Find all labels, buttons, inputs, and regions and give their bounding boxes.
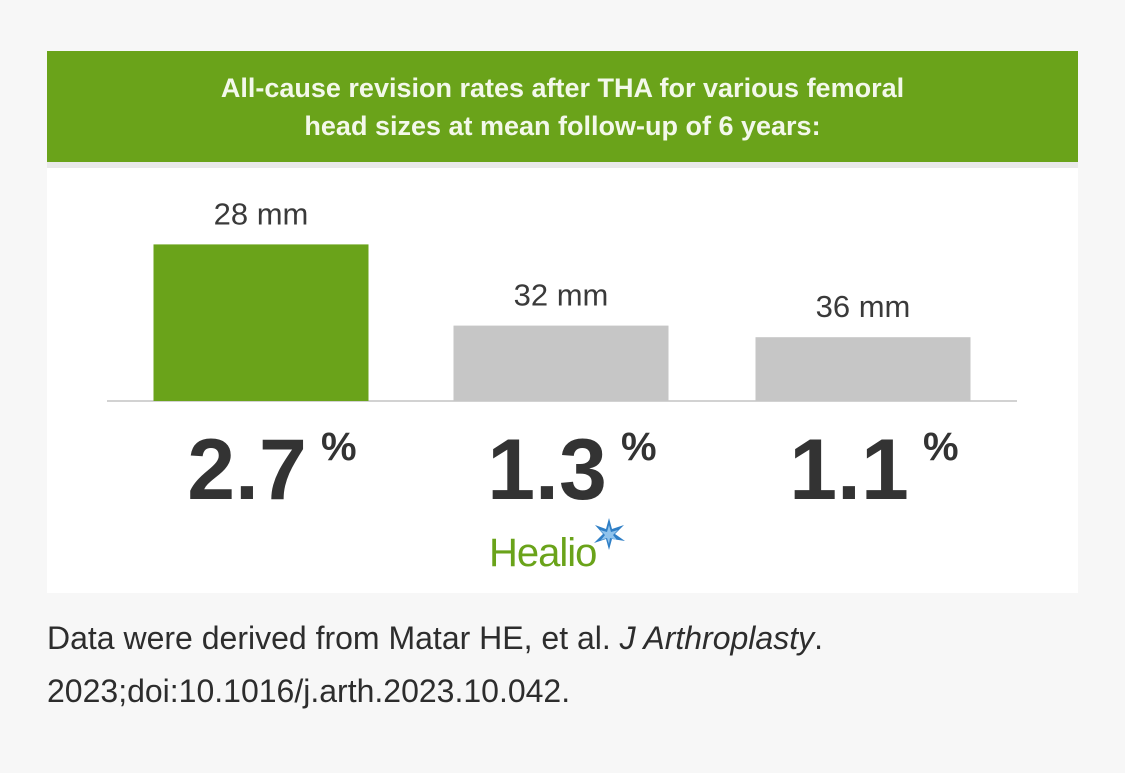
healio-logo: Healio [489,517,626,575]
caption-period: . [814,620,823,656]
percent-sign: % [621,425,657,469]
percent-sign: % [923,425,959,469]
bar-chart: 28 mm 2.7 % 32 mm 1.3 % 36 mm 1.1% [107,196,1017,518]
category-label: 28 mm [214,196,309,231]
caption-lead: Data were derived from Matar HE, et al. [47,620,611,656]
value-label: 1.1 [789,422,909,518]
bar-28-mm [153,244,369,401]
percent-sign: % [321,425,357,469]
banner-divider [47,162,1078,168]
chart-title-line-2: head sizes at mean follow-up of 6 years: [304,110,821,141]
infographic-card: All-cause revision rates after THA for v… [47,51,1078,593]
source-caption: Data were derived from Matar HE, et al. … [47,612,1097,718]
chart-title-line-1: All-cause revision rates after THA for v… [220,72,905,103]
logo-text: Healio [489,531,597,575]
category-label: 32 mm [514,278,609,313]
category-label: 36 mm [816,289,911,324]
value-label: 2.7 [187,422,307,518]
value-label: 1.3 [487,422,607,518]
bar-36-mm [755,337,971,401]
caption-reference: 2023;doi:10.1016/j.arth.2023.10.042. [47,673,571,709]
star-burst-icon [594,518,626,550]
title-banner: All-cause revision rates after THA for v… [47,51,1078,162]
caption-journal: J Arthroplasty [619,620,815,656]
bar-32-mm [453,325,669,401]
